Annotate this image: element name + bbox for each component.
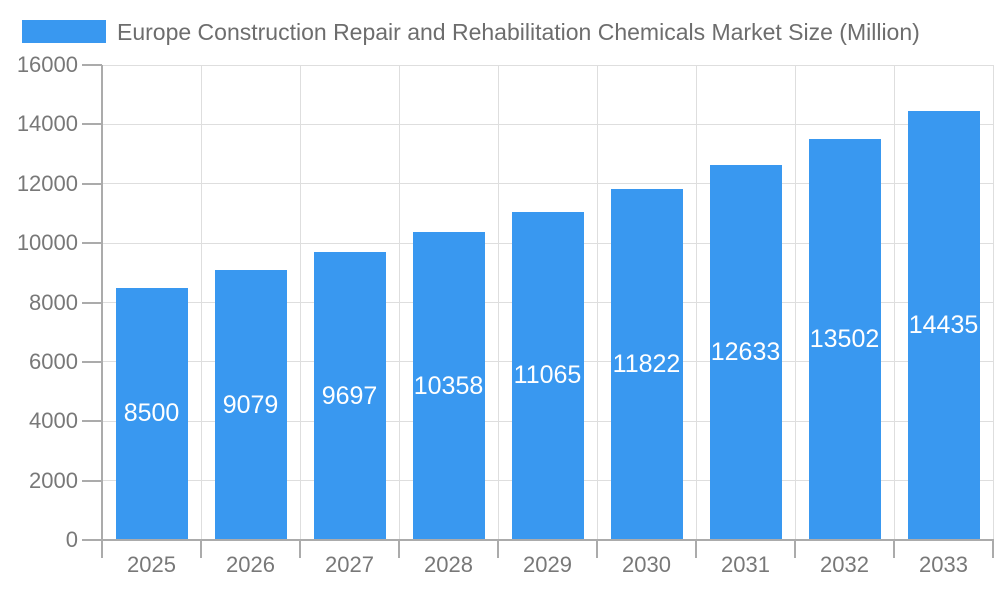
- x-gridline: [497, 65, 499, 540]
- bar-2030: 11822: [610, 189, 683, 540]
- bar-2025: 8500: [115, 287, 188, 540]
- bar-2027: 9697: [313, 252, 386, 540]
- bar-2033: 14435: [907, 111, 980, 540]
- y-axis-label: 16000: [16, 52, 78, 77]
- x-axis-tick: [497, 540, 499, 558]
- y-axis-tick: [82, 182, 102, 185]
- x-axis-tick: [596, 540, 598, 558]
- bar-value-label: 9079: [222, 390, 279, 419]
- bar-2026: 9079: [214, 270, 287, 540]
- y-axis-label: 4000: [29, 408, 78, 434]
- y-axis-tick: [82, 360, 102, 363]
- x-gridline: [398, 65, 400, 540]
- x-axis-line: [101, 539, 994, 541]
- chart-title: Europe Construction Repair and Rehabilit…: [117, 19, 920, 45]
- y-axis-label: 6000: [29, 348, 78, 374]
- y-axis-tick: [82, 479, 102, 482]
- bar-2031: 12633: [709, 164, 782, 540]
- x-axis-label: 2030: [622, 552, 671, 577]
- legend-swatch: [22, 20, 106, 43]
- y-axis-label: 0: [65, 527, 78, 552]
- x-axis-label: 2033: [919, 552, 968, 577]
- x-axis-tick: [992, 540, 994, 558]
- y-axis-tick: [82, 123, 102, 126]
- y-axis-label: 8000: [29, 289, 78, 315]
- bar-value-label: 13502: [809, 325, 880, 354]
- y-axis-tick: [82, 242, 102, 245]
- x-axis-label: 2027: [325, 552, 374, 577]
- y-axis-label: 14000: [16, 111, 78, 137]
- x-axis-label: 2032: [820, 552, 869, 577]
- x-axis-tick: [695, 540, 697, 558]
- x-axis-tick: [893, 540, 895, 558]
- x-gridline: [299, 65, 301, 540]
- x-gridline: [200, 65, 202, 540]
- bar-value-label: 9697: [321, 381, 378, 410]
- x-axis-tick: [299, 540, 301, 558]
- y-axis-line: [101, 65, 103, 558]
- x-axis-label: 2026: [226, 552, 275, 577]
- x-axis-label: 2029: [523, 552, 572, 577]
- x-axis-label: 2028: [424, 552, 473, 577]
- x-axis-label: 2031: [721, 552, 770, 577]
- x-gridline: [794, 65, 796, 540]
- y-gridline: [102, 183, 993, 185]
- bar-value-label: 11065: [513, 361, 582, 390]
- y-axis-tick: [82, 301, 102, 304]
- y-axis-label: 12000: [16, 170, 78, 196]
- x-axis-tick: [794, 540, 796, 558]
- y-axis-label: 2000: [29, 467, 78, 493]
- y-gridline: [102, 123, 993, 125]
- bar-2029: 11065: [511, 211, 584, 540]
- y-axis-tick: [82, 64, 102, 66]
- bar-2028: 10358: [412, 232, 485, 540]
- x-gridline: [893, 65, 895, 540]
- y-gridline: [102, 64, 993, 66]
- bar-2032: 13502: [808, 139, 881, 540]
- x-gridline: [695, 65, 697, 540]
- bar-value-label: 10358: [413, 371, 484, 400]
- x-gridline: [596, 65, 598, 540]
- bar-value-label: 11822: [612, 350, 681, 378]
- x-gridline: [992, 65, 994, 540]
- x-axis-tick: [398, 540, 400, 558]
- bar-value-label: 14435: [908, 311, 979, 340]
- bar-value-label: 8500: [123, 399, 180, 428]
- y-axis-tick: [82, 539, 102, 541]
- y-axis-tick: [82, 420, 102, 423]
- y-axis-label: 10000: [16, 230, 78, 256]
- bar-value-label: 12633: [710, 337, 781, 366]
- x-axis-tick: [200, 540, 202, 558]
- x-axis-label: 2025: [127, 552, 176, 577]
